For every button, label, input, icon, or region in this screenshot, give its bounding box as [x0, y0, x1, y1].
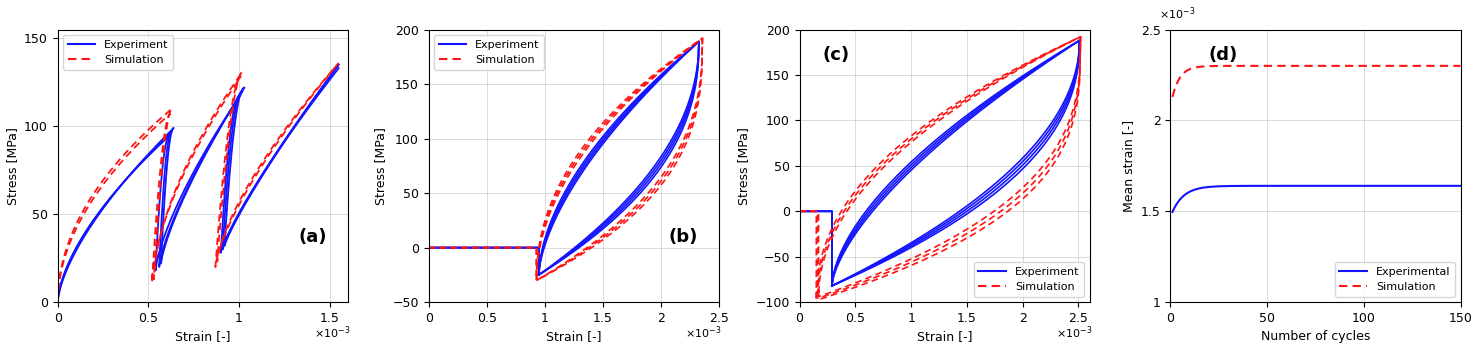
Y-axis label: Mean strain [-]: Mean strain [-] — [1122, 120, 1135, 212]
Legend: Experiment, Simulation: Experiment, Simulation — [64, 35, 173, 69]
Text: $\times10^{-3}$: $\times10^{-3}$ — [315, 325, 350, 341]
Text: $\times10^{-3}$: $\times10^{-3}$ — [1159, 5, 1196, 22]
Legend: Experimental, Simulation: Experimental, Simulation — [1335, 262, 1454, 297]
X-axis label: Strain [-]: Strain [-] — [174, 331, 231, 343]
X-axis label: Number of cycles: Number of cycles — [1261, 331, 1370, 343]
Text: (d): (d) — [1208, 46, 1237, 64]
Text: $\times10^{-3}$: $\times10^{-3}$ — [1057, 325, 1092, 341]
Y-axis label: Stress [MPa]: Stress [MPa] — [6, 127, 19, 205]
Legend: Experiment, Simulation: Experiment, Simulation — [435, 35, 544, 69]
Text: (a): (a) — [299, 228, 328, 246]
Text: $\times10^{-3}$: $\times10^{-3}$ — [686, 325, 721, 341]
Text: (c): (c) — [823, 46, 850, 64]
Y-axis label: Stress [MPa]: Stress [MPa] — [374, 127, 387, 205]
X-axis label: Strain [-]: Strain [-] — [545, 331, 602, 343]
Text: (b): (b) — [670, 228, 698, 246]
Y-axis label: Stress [MPa]: Stress [MPa] — [738, 127, 749, 205]
X-axis label: Strain [-]: Strain [-] — [916, 331, 973, 343]
Legend: Experiment, Simulation: Experiment, Simulation — [974, 262, 1083, 297]
